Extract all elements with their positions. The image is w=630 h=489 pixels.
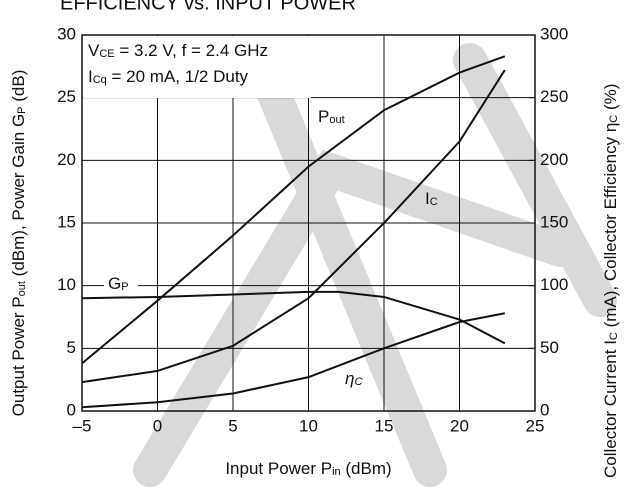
x-tick-label: 10 — [299, 416, 318, 435]
y-tick-label: 15 — [57, 212, 76, 231]
y2-tick-label: 250 — [540, 87, 568, 106]
series-label-part: P — [121, 281, 128, 293]
y2-tick-label: 200 — [540, 150, 568, 169]
y-axis-label-part: (dB) — [9, 70, 28, 107]
annotation: ICq = 20 mA, 1/2 Duty — [88, 67, 249, 86]
annotation: VCE = 3.2 V, f = 2.4 GHz — [88, 41, 268, 60]
chart-title: EFFICIENCY vs. INPUT POWER — [60, 0, 356, 14]
annotation-part: I — [88, 67, 93, 86]
series-label-part: I — [425, 189, 430, 208]
watermark — [133, 43, 617, 487]
y2-axis-label-part: (%) — [601, 84, 620, 115]
y-tick-label: 20 — [57, 150, 76, 169]
y2-tick-label: 50 — [540, 338, 559, 357]
y2-tick-label: 100 — [540, 275, 568, 294]
y-axis-label-part: P — [16, 106, 28, 113]
y2-tick-label: 300 — [540, 24, 568, 43]
series-label-part: C — [354, 376, 362, 388]
x-tick-label: 25 — [526, 416, 545, 435]
x-axis-label-part: in — [332, 466, 341, 478]
annotation-box — [83, 36, 311, 98]
series-line — [81, 69, 506, 384]
series-label: IC — [425, 189, 438, 208]
x-axis-label: Input Power Pin (dBm) — [225, 459, 391, 478]
y-tick-label: 25 — [57, 87, 76, 106]
y-tick-label: 10 — [57, 275, 76, 294]
x-axis-label-part: (dBm) — [341, 459, 392, 478]
y2-tick-label: 0 — [540, 400, 549, 419]
annotation-part: = 20 mA, 1/2 Duty — [107, 67, 249, 86]
label-bg — [104, 275, 138, 295]
series-line — [81, 312, 505, 409]
x-axis-label-part: Input Power P — [225, 459, 332, 478]
series-label-part: out — [329, 114, 344, 126]
annotation-part: = 3.2 V, f = 2.4 GHz — [115, 41, 268, 60]
series-label: GP — [108, 274, 129, 293]
y2-axis-label-part: Collector Current I — [601, 340, 620, 478]
plot-frame — [81, 34, 536, 412]
annotation-part: CE — [99, 48, 114, 60]
y-axis-label-part: (dBm), Power Gain G — [9, 114, 28, 281]
series-label-part: C — [430, 196, 438, 208]
y-axis-label-part: out — [16, 281, 28, 296]
y2-axis-label-part: (mA), Collector Efficiency η — [601, 123, 620, 332]
y-tick-label: 5 — [67, 338, 76, 357]
y-axis-label: Output Power Pout (dBm), Power Gain GP (… — [9, 70, 28, 417]
annotation-part: Cq — [93, 74, 107, 86]
annotation-part: V — [88, 41, 100, 60]
series-label-part: P — [318, 107, 329, 126]
series-line — [81, 290, 506, 345]
series-label-part: η — [345, 369, 354, 388]
y-tick-label: 0 — [67, 400, 76, 419]
x-tick-label: 5 — [228, 416, 237, 435]
y2-axis-label-part: C — [608, 115, 620, 123]
series-label: ηC — [345, 369, 362, 388]
y-axis-label-part: Output Power P — [9, 296, 28, 416]
x-tick-label: 0 — [153, 416, 162, 435]
y-tick-label: 30 — [57, 24, 76, 43]
y2-axis-label-part: C — [608, 332, 620, 340]
x-tick-label: –5 — [73, 416, 92, 435]
y2-tick-label: 150 — [540, 212, 568, 231]
x-tick-label: 20 — [450, 416, 469, 435]
x-tick-label: 15 — [375, 416, 394, 435]
y2-axis-label: Collector Current IC (mA), Collector Eff… — [601, 84, 620, 478]
series-line — [81, 55, 506, 365]
series-label-part: G — [108, 274, 121, 293]
series-label: Pout — [318, 107, 345, 126]
